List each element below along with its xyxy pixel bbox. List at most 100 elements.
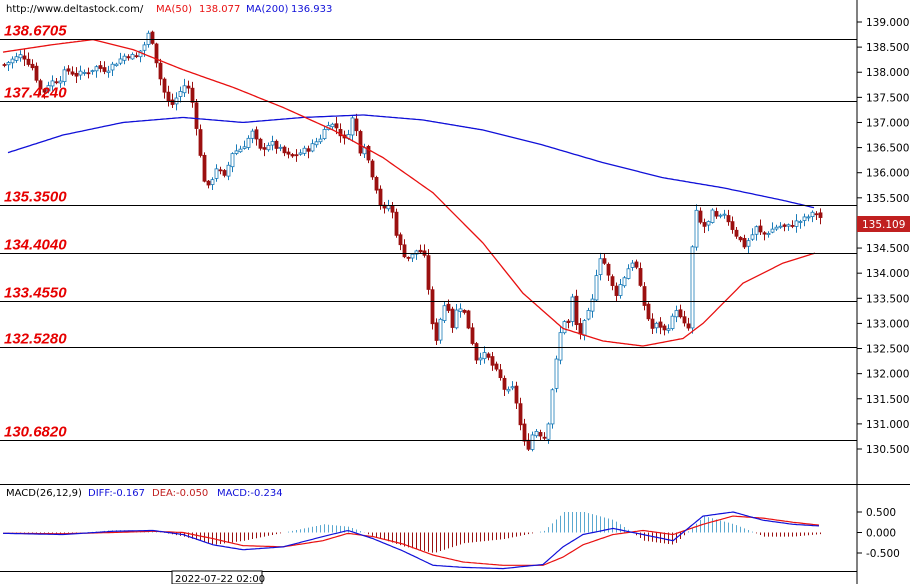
macd-dea: DEA:-0.050 — [152, 488, 208, 499]
macd-y-tick-label: 0.000 — [866, 528, 896, 540]
candle-body — [234, 150, 239, 154]
macd-diff-line — [2, 511, 820, 570]
candle-body — [574, 295, 579, 326]
y-tick-layer: 139.000 138.500 138.000 137.500 137.000 136.5… — [857, 17, 909, 456]
candle-body — [54, 81, 59, 84]
candle-body — [586, 310, 591, 320]
candle-body — [226, 164, 231, 177]
candle-body — [186, 85, 191, 89]
y-tick-label: 133.000 — [866, 318, 909, 330]
macd-layer: 0.500 0.000 -0.500 — [2, 507, 900, 570]
candle-body — [818, 212, 823, 218]
price-layer — [2, 30, 823, 452]
y-tick-label: 133.500 — [866, 293, 909, 305]
candle-body — [42, 89, 47, 93]
time-label-box — [171, 570, 263, 584]
candle-body — [802, 216, 807, 221]
candle-body — [630, 262, 635, 268]
y-tick-label: 134.500 — [866, 243, 909, 255]
candle-body — [510, 386, 515, 389]
candle-body — [142, 44, 147, 51]
candle-body — [678, 309, 683, 318]
candle-body — [674, 310, 679, 318]
candle-body — [506, 388, 511, 392]
candle-body — [434, 322, 439, 341]
candle-body — [698, 210, 703, 223]
candle-body — [374, 177, 379, 191]
candle-body — [578, 323, 583, 335]
candle-body — [22, 55, 27, 60]
macd-y-tick-label: -0.500 — [866, 548, 900, 560]
candle-body — [670, 315, 675, 329]
candle-body — [114, 63, 119, 67]
candle-body — [82, 72, 87, 74]
candle-body — [298, 152, 303, 155]
candle-body — [106, 70, 111, 73]
level-label: 132.5280 — [4, 331, 67, 348]
candle-body — [522, 423, 527, 442]
candle-body — [582, 320, 587, 336]
candle-body — [554, 358, 559, 389]
candle-body — [318, 138, 323, 143]
candle-body — [254, 129, 259, 140]
candle-body — [482, 352, 487, 360]
candle-body — [250, 130, 255, 139]
candle-body — [278, 146, 283, 149]
ma50-value: 138.077 — [199, 4, 240, 15]
candle-body — [366, 146, 371, 161]
candle-body — [350, 117, 355, 136]
candle-body — [754, 226, 759, 235]
level-label: 130.6820 — [4, 424, 67, 441]
candle-body — [94, 66, 99, 72]
candle-body — [598, 258, 603, 275]
candle-body — [26, 58, 31, 65]
candle-body — [638, 268, 643, 286]
candle-body — [370, 160, 375, 178]
candle-body — [418, 249, 423, 253]
candle-body — [302, 147, 307, 154]
candle-body — [58, 80, 63, 84]
candle-body — [246, 137, 251, 148]
candle-body — [766, 233, 771, 235]
candle-body — [470, 327, 475, 344]
candle-body — [2, 64, 7, 66]
candle-body — [122, 55, 127, 61]
candle-body — [394, 211, 399, 236]
candle-body — [34, 65, 39, 81]
level-label: 138.6705 — [4, 23, 67, 40]
candle-body — [526, 439, 531, 450]
candle-body — [486, 353, 491, 358]
candle-body — [10, 58, 15, 64]
candle-body — [734, 229, 739, 237]
candle-body — [682, 316, 687, 324]
candle-body — [70, 71, 75, 75]
candle-body — [378, 188, 383, 207]
candle-body — [210, 179, 215, 185]
candle-body — [666, 328, 671, 331]
candle-body — [606, 263, 611, 276]
y-tick-label: 131.500 — [866, 394, 909, 406]
candle-body — [762, 232, 767, 235]
candle-body — [14, 56, 19, 61]
candle-body — [66, 68, 71, 72]
candle-body — [118, 58, 123, 64]
candle-body — [514, 385, 519, 404]
candle-body — [102, 67, 107, 72]
candle-body — [602, 258, 607, 264]
candle-body — [182, 85, 187, 94]
candle-body — [490, 356, 495, 366]
candle-body — [90, 70, 95, 73]
ma50-label: MA(50) — [156, 4, 192, 15]
current-price-tag — [857, 216, 910, 232]
candle-body — [714, 211, 719, 217]
candle-body — [442, 305, 447, 321]
candle-body — [454, 309, 459, 329]
candle-body — [310, 143, 315, 152]
candle-body — [294, 154, 299, 157]
candle-body — [98, 65, 103, 69]
time-label: 2022-07-22 02:00 — [175, 574, 265, 584]
candle-body — [330, 123, 335, 128]
candle-body — [814, 213, 819, 216]
candle-body — [190, 87, 195, 103]
